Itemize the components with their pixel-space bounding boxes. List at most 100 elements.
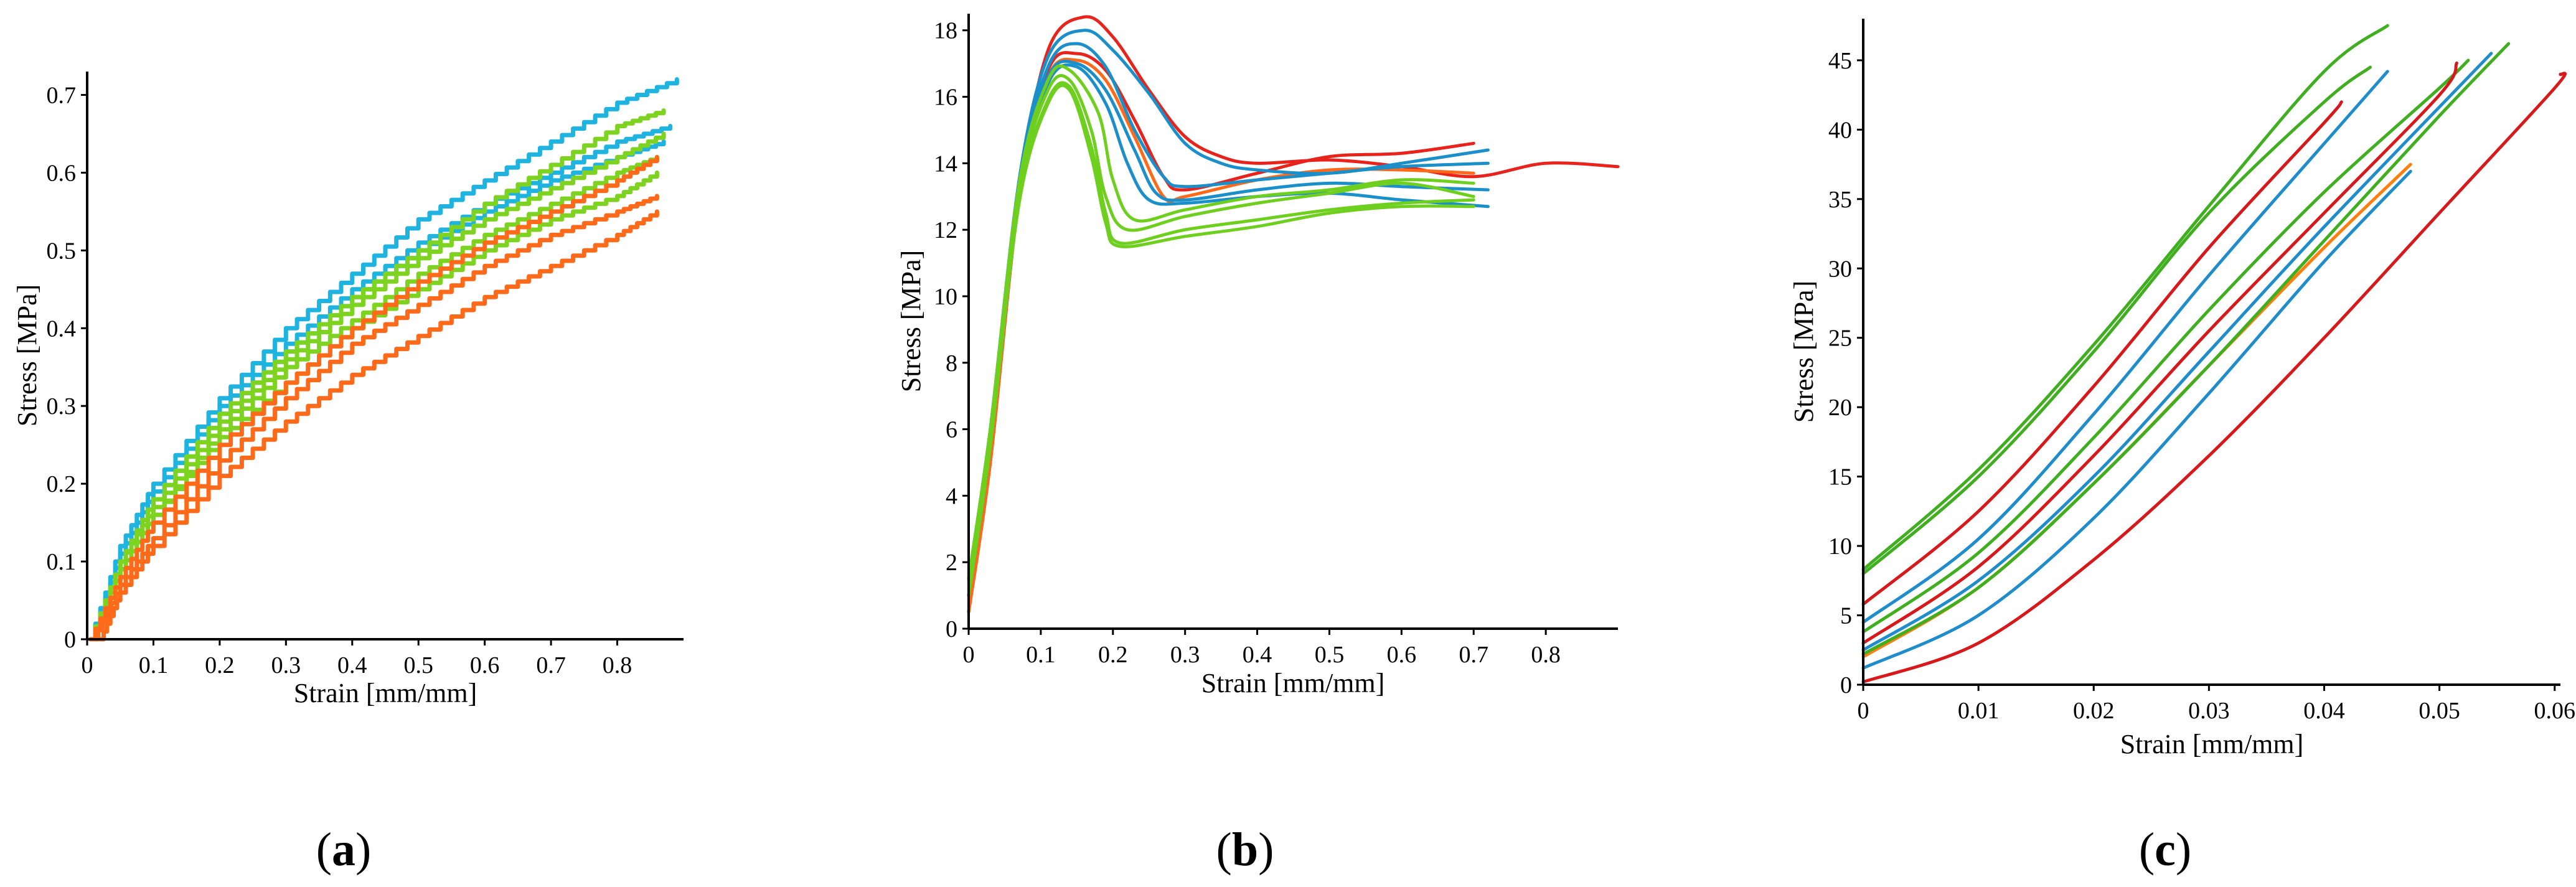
- y-tick-label: 2: [946, 550, 957, 576]
- y-axis-label: Stress [MPa]: [1789, 281, 1819, 423]
- series-line-b-2: [967, 51, 1475, 614]
- x-tick-label: 0.2: [205, 652, 235, 678]
- series-group-a: [88, 77, 679, 642]
- series-group-b: [967, 15, 1620, 614]
- y-tick-label: 0.6: [47, 160, 77, 186]
- series-group-c: [1861, 24, 2567, 683]
- y-tick-label: 8: [946, 350, 957, 377]
- y-tick-label: 20: [1828, 395, 1852, 421]
- series-line-a-4: [88, 108, 666, 642]
- series-line-c-10: [1861, 169, 2412, 670]
- y-tick-label: 16: [934, 85, 957, 111]
- series-line-a-1: [88, 77, 679, 642]
- series-line-b-4: [967, 29, 1490, 581]
- series-line-c-1: [1861, 24, 2389, 571]
- y-tick-label: 5: [1840, 603, 1852, 629]
- chart-panel-c: 0 0.01 0.02 0.03 0.04 0.05 0.06 0 5 10 15 20 25 30 35 4…: [1789, 19, 2575, 759]
- series-line-b-9: [967, 73, 1475, 581]
- series-line-a-5: [88, 131, 666, 642]
- series-line-b-3: [967, 57, 1475, 614]
- x-tick-label: 0.7: [536, 652, 566, 678]
- x-tick-label: 0: [1858, 698, 1869, 724]
- y-tick-label: 40: [1828, 117, 1852, 143]
- x-tick-label: 0.2: [1098, 642, 1128, 668]
- y-tick-label: 0.3: [47, 393, 77, 420]
- y-tick-label: 0.4: [47, 316, 77, 342]
- y-tick-label: 6: [946, 417, 957, 443]
- series-line-b-5: [967, 42, 1490, 581]
- x-axis-label: Strain [mm/mm]: [2120, 729, 2304, 759]
- y-tick-label: 0.5: [47, 238, 77, 264]
- x-tick-label: 0.06: [2534, 698, 2575, 724]
- y-axis-label: Stress [MPa]: [12, 284, 42, 427]
- y-tick-label: 45: [1828, 48, 1852, 74]
- y-tick-label: 15: [1828, 464, 1852, 490]
- x-tick-label: 0.04: [2303, 698, 2345, 724]
- x-tick-label: 0.5: [403, 652, 433, 678]
- x-tick-label: 0.4: [337, 652, 367, 678]
- y-tick-label: 0.1: [47, 549, 77, 575]
- x-tick-label: 0.3: [1170, 642, 1200, 668]
- x-tick-label: 0.4: [1243, 642, 1272, 668]
- y-tick-label: 25: [1828, 326, 1852, 352]
- y-tick-label: 30: [1828, 256, 1852, 282]
- x-tick-label: 0.8: [603, 652, 632, 678]
- y-tick-label: 0: [946, 616, 957, 642]
- series-line-c-2: [1861, 65, 2372, 576]
- y-tick-label: 10: [934, 284, 957, 310]
- x-tick-label: 0.1: [139, 652, 169, 678]
- y-tick-label: 0: [1840, 672, 1852, 698]
- series-line-c-5: [1861, 59, 2470, 634]
- panel-label-c: (c): [2139, 824, 2191, 876]
- y-tick-label: 0.2: [47, 471, 77, 497]
- x-tick-label: 0.6: [1387, 642, 1417, 668]
- series-line-b-6: [967, 59, 1490, 598]
- x-tick-label: 0.03: [2188, 698, 2230, 724]
- x-tick-label: 0.02: [2073, 698, 2115, 724]
- x-tick-label: 0.7: [1459, 642, 1488, 668]
- series-line-c-8: [1861, 52, 2493, 652]
- x-tick-label: 0: [82, 652, 93, 678]
- chart-panel-a: 0 0.1 0.2 0.3 0.4 0.5 0.6 0.7 0.8 0 0.1 0.2 0.3 0.4 0.…: [12, 72, 684, 708]
- x-tick-label: 0: [963, 642, 975, 668]
- series-line-a-7: [88, 170, 659, 642]
- x-tick-label: 0.8: [1531, 642, 1561, 668]
- series-line-b-1: [967, 15, 1620, 614]
- series-line-a-10: [98, 209, 659, 642]
- series-line-a-9: [92, 194, 659, 642]
- y-tick-label: 14: [934, 151, 957, 177]
- x-tick-label: 0.3: [271, 652, 301, 678]
- series-line-c-9: [1861, 42, 2511, 656]
- series-line-b-8: [967, 64, 1475, 581]
- panel-label-a: (a): [316, 824, 372, 876]
- series-line-c-3: [1861, 100, 2343, 606]
- y-tick-label: 18: [934, 18, 957, 44]
- y-tick-label: 35: [1828, 187, 1852, 213]
- panel-label-b: (b): [1216, 824, 1274, 876]
- chart-panel-b: 0 0.1 0.2 0.3 0.4 0.5 0.6 0.7 0.8 0 2 4 6 8 10 12 14 16 18…: [896, 14, 1620, 698]
- x-tick-label: 0.5: [1315, 642, 1345, 668]
- y-tick-label: 12: [934, 217, 957, 243]
- x-axis-label: Strain [mm/mm]: [294, 678, 477, 708]
- series-line-a-8: [88, 154, 659, 642]
- ticks-group-a: 0 0.1 0.2 0.3 0.4 0.5 0.6 0.7 0.8 0 0.1 0.2 0.3 0.4 0.…: [47, 82, 632, 678]
- series-line-b-10: [967, 81, 1475, 598]
- series-line-a-2: [88, 124, 673, 642]
- y-tick-label: 0.7: [47, 82, 77, 108]
- series-line-a-3: [88, 139, 666, 642]
- x-axis-label: Strain [mm/mm]: [1201, 668, 1385, 698]
- ticks-group-b: 0 0.1 0.2 0.3 0.4 0.5 0.6 0.7 0.8 0 2 4 6 8 10 12 14 16 18: [934, 18, 1561, 668]
- series-line-b-11: [967, 83, 1475, 598]
- series-line-c-4: [1861, 70, 2389, 624]
- ticks-group-c: 0 0.01 0.02 0.03 0.04 0.05 0.06 0 5 10 15 20 25 30 35 4…: [1828, 48, 2575, 724]
- y-tick-label: 4: [946, 483, 957, 509]
- x-tick-label: 0.1: [1026, 642, 1056, 668]
- y-axis-label: Stress [MPa]: [896, 250, 926, 393]
- x-tick-label: 0.01: [1958, 698, 2000, 724]
- y-tick-label: 0: [64, 627, 76, 653]
- y-tick-label: 10: [1828, 533, 1852, 560]
- series-line-b-7: [967, 63, 1490, 598]
- x-tick-label: 0.05: [2419, 698, 2460, 724]
- series-line-c-6: [1861, 61, 2458, 645]
